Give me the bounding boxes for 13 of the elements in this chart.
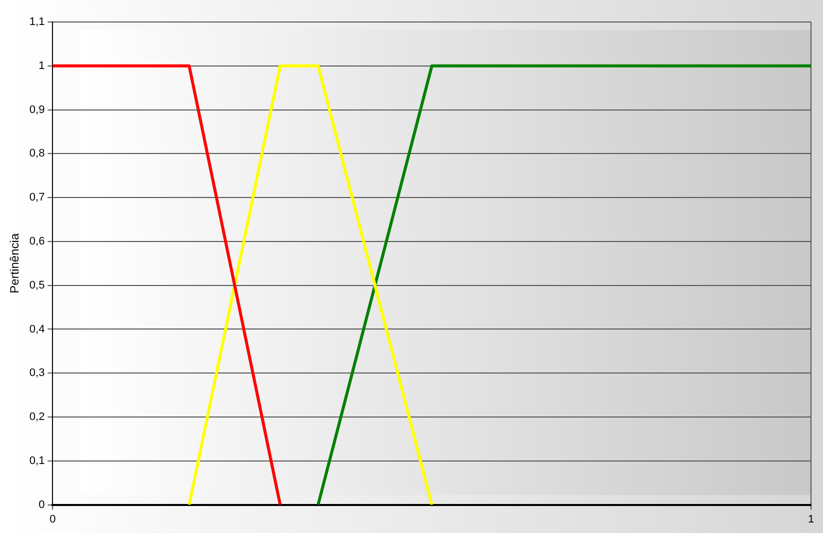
- y-tick-label: 0,5: [29, 279, 45, 292]
- y-tick-label: 0,1: [29, 454, 45, 467]
- y-axis-title: Pertinência: [8, 233, 22, 294]
- y-tick-label: 1: [38, 60, 45, 72]
- y-tick-label: 0,2: [29, 411, 45, 424]
- y-tick-label: 0,7: [29, 192, 45, 204]
- y-tick-label: 0,6: [29, 235, 45, 248]
- y-tick-label: 0,8: [29, 148, 45, 160]
- y-tick-label: 0,3: [29, 367, 45, 380]
- y-tick-label: 1,1: [29, 16, 45, 28]
- y-tick-label: 0,4: [29, 323, 45, 336]
- y-tick-label: 0,9: [29, 104, 45, 116]
- y-tick-label: 0: [38, 498, 45, 511]
